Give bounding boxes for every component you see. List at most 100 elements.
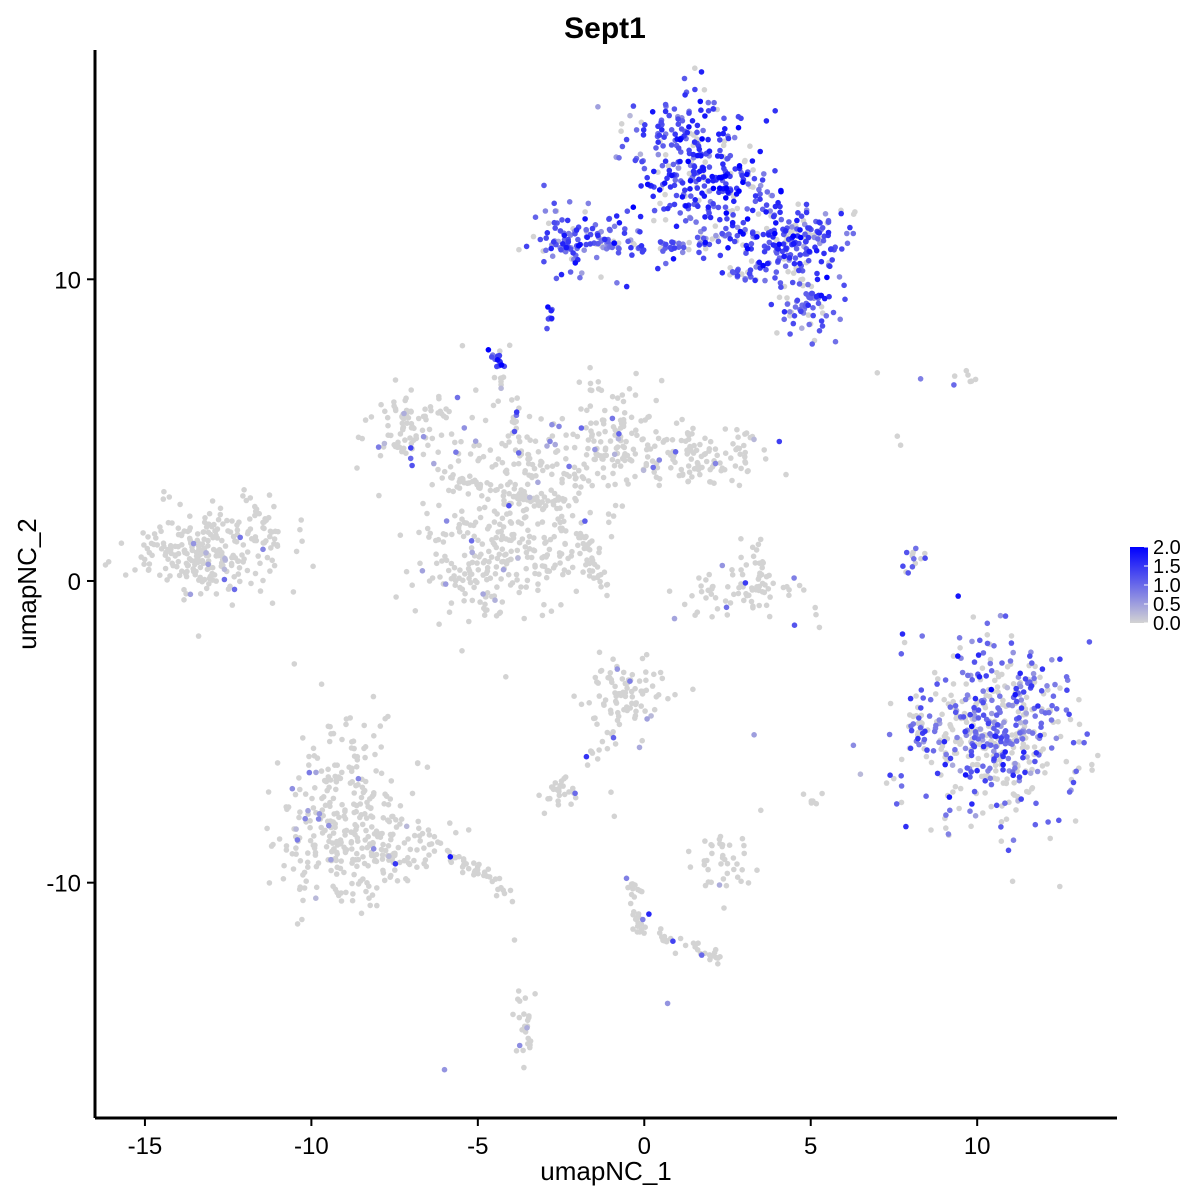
cell-point [685,449,691,456]
expressing-cell-point [706,210,712,216]
cell-point [761,447,767,453]
cell-point [414,864,420,870]
cell-point [666,588,673,594]
expressing-cell-point [945,831,952,837]
cell-point [742,454,748,460]
cell-point [597,439,604,445]
cell-point [714,452,720,459]
cell-point [229,554,235,561]
cell-point [382,847,389,854]
cell-point [338,898,345,904]
expressing-cell-point [1049,702,1055,709]
expressing-cell-point [922,555,928,561]
expressing-cell-point [798,213,805,219]
expressing-cell-point [803,209,810,216]
cell-point [686,246,692,253]
cell-point [378,744,385,750]
cell-point [600,456,606,462]
cell-point [515,519,522,525]
cell-point [662,937,669,943]
cell-point [408,387,415,393]
cell-point [424,525,431,532]
cell-point [731,591,737,598]
cell-point [257,560,263,567]
expressing-cell-point [756,186,762,193]
cell-point [342,832,348,838]
cell-point [466,561,472,567]
expressing-cell-point [791,260,798,267]
cell-point [540,467,546,474]
cell-point [460,533,467,540]
expressing-cell-point [706,148,713,154]
expressing-cell-point [719,270,726,276]
cell-point [229,602,236,608]
cell-point [546,546,553,553]
cell-point [801,587,807,593]
expressing-cell-point [761,171,767,177]
expressing-cell-point [702,239,709,246]
cell-point [504,481,511,488]
cell-point [563,445,569,451]
expressing-cell-point [710,178,716,184]
expressing-cell-point [506,502,512,509]
cell-point [373,768,379,774]
cell-point [225,586,232,592]
cell-point [447,820,453,826]
cell-point [463,520,470,526]
cell-point [609,456,616,463]
cell-point [874,370,881,376]
expressing-cell-point [826,293,832,300]
cell-point [712,595,719,601]
cell-point [643,651,650,658]
cell-point [615,713,622,720]
expressing-cell-point [716,131,722,137]
cell-point [499,440,505,447]
cell-point [172,543,178,550]
cell-point [306,753,312,760]
cell-point [412,608,419,614]
expressing-cell-point [1027,653,1033,659]
cell-point [633,708,639,715]
expressing-cell-point [766,239,773,246]
expressing-cell-point [1070,739,1077,746]
cell-point [506,537,512,543]
expressing-cell-point [942,677,949,683]
cell-point [748,258,755,264]
expressing-cell-point [664,175,670,182]
cell-point [145,534,151,540]
cell-point [642,417,648,423]
expressing-cell-point [908,727,915,734]
cell-point [426,578,433,584]
expressing-cell-point [640,132,647,138]
expressing-cell-point [809,341,815,347]
cell-point [492,571,499,577]
cell-point [525,1035,531,1042]
expressing-cell-point [646,911,652,917]
cell-point [633,427,639,434]
cell-point [898,799,905,806]
cell-point [601,702,607,708]
expressing-cell-point [494,357,501,363]
cell-point [730,441,736,447]
cell-point [598,274,604,280]
cell-point [622,451,628,457]
cell-point [948,692,954,699]
cell-point [692,944,698,950]
cell-point [457,567,463,573]
cell-point [293,845,299,851]
expressing-cell-point [751,436,757,443]
expressing-cell-point [775,199,781,206]
cell-point [593,420,599,426]
cell-point [734,205,741,212]
cell-point [266,880,273,886]
expressing-cell-point [709,173,715,180]
cell-point [491,519,498,525]
cell-point [176,572,183,579]
expressing-cell-point [995,705,1001,711]
cell-point [622,457,628,464]
cell-point [496,875,503,882]
expressing-cell-point [742,277,748,283]
expressing-cell-point [968,723,975,730]
expressing-cell-point [725,245,731,251]
cell-point [719,842,726,848]
